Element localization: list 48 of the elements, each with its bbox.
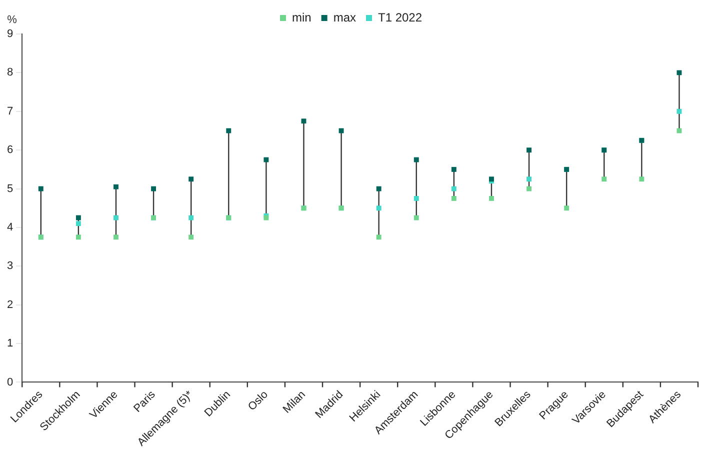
point (414, 196, 419, 201)
point (414, 157, 419, 162)
y-tick-label: 4 (6, 221, 14, 234)
point (676, 108, 682, 114)
point (451, 166, 456, 172)
point (188, 176, 194, 182)
point (301, 118, 306, 124)
point (114, 215, 118, 220)
legend-label: min (292, 10, 312, 24)
y-tick-label: 1 (6, 338, 14, 350)
y-tick-label: 6 (6, 144, 14, 156)
y-tick-label: 0 (6, 376, 14, 388)
y-axis-title: % (7, 14, 18, 26)
point (114, 184, 118, 190)
point (451, 196, 456, 201)
legend-label: T1 2022 (378, 10, 422, 24)
point (564, 206, 570, 211)
point (264, 157, 269, 162)
point (38, 186, 44, 192)
point (338, 128, 344, 134)
point (376, 206, 382, 211)
point (76, 221, 81, 226)
y-tick-label: 8 (6, 66, 14, 79)
point (376, 234, 382, 240)
point (414, 215, 419, 220)
point (526, 176, 532, 182)
point (76, 234, 81, 240)
point (639, 176, 644, 182)
point (151, 186, 156, 192)
point (489, 196, 494, 201)
point (188, 234, 194, 240)
point (602, 176, 607, 182)
point (676, 70, 682, 76)
y-tick-label: 5 (6, 182, 14, 195)
x-tick-label: Oslo (246, 388, 270, 414)
legend-label: max (333, 10, 356, 24)
point (526, 148, 532, 153)
point (451, 186, 456, 192)
point (226, 128, 232, 134)
point (188, 215, 194, 220)
point (76, 215, 81, 220)
point (526, 186, 532, 192)
y-tick-label: 2 (6, 298, 14, 311)
point (114, 234, 118, 240)
y-tick-label: 7 (6, 105, 14, 118)
y-tick-label: 9 (6, 28, 14, 40)
y-tick-label: 3 (6, 260, 14, 272)
point (376, 186, 382, 192)
